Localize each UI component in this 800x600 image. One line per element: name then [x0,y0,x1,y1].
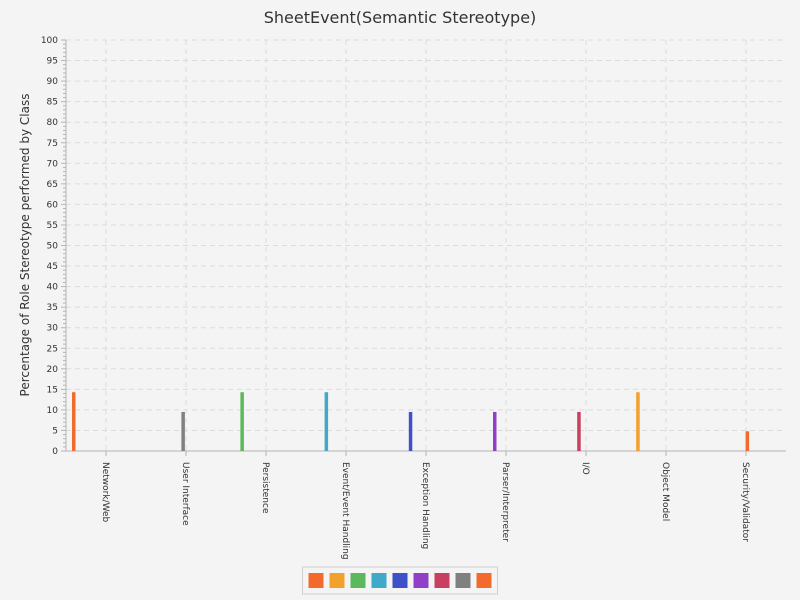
x-tick-label: Event/Event Handling [340,462,350,560]
y-tick-label: 30 [47,324,59,334]
legend [302,566,498,595]
y-tick-label: 75 [47,139,58,149]
bar [493,411,497,451]
x-tick-label: Network/Web [100,462,110,523]
x-tick-label: I/O [580,462,590,475]
y-axis-label: Percentage of Role Stereotype performed … [18,94,32,397]
y-tick-label: 40 [47,283,59,293]
bar [577,411,581,451]
x-tick-label: Exception Handling [420,462,430,549]
y-tick-label: 70 [47,159,59,169]
y-tick-label: 20 [47,365,59,375]
x-tick-label: User Interface [180,462,190,526]
chart-title: SheetEvent(Semantic Stereotype) [264,8,537,27]
y-tick-label: 85 [47,98,58,108]
y-tick-label: 90 [47,77,59,87]
axes: 0 5 10 15 20 25 30 35 40 45 50 55 60 65 70 75 80 85 90 95 10… [41,36,786,560]
grid [66,39,786,451]
legend-swatch [392,573,408,588]
y-tick-label: 25 [47,344,58,354]
y-tick-label: 45 [47,262,58,272]
bar [636,392,640,451]
bar [408,411,413,451]
bar [240,392,244,451]
legend-swatch [476,573,492,588]
x-tick-label: Persistence [260,462,270,514]
legend-swatch [455,573,471,588]
y-tick-label: 55 [47,221,58,231]
legend-swatch [350,573,366,588]
y-tick-label: 0 [52,447,58,457]
x-tick-label: Parser/Interpreter [500,462,510,542]
legend-swatch [413,573,429,588]
y-tick-label: 15 [47,385,58,395]
legend-swatch [371,573,387,588]
bar [72,392,76,451]
legend-swatch [434,573,450,588]
y-tick-label: 100 [41,36,58,46]
bar [181,411,185,451]
y-tick-label: 5 [52,426,58,436]
legend-swatch [308,573,324,588]
y-tick-label: 35 [47,303,58,313]
legend-swatch [329,573,345,588]
bar [324,392,329,451]
bar [745,431,750,451]
bars [72,392,750,451]
y-tick-label: 95 [47,57,58,67]
y-tick-label: 60 [47,200,59,210]
x-tick-label: Security/Validator [740,462,750,542]
y-tick-label: 80 [47,118,59,128]
x-tick-label: Object Model [660,462,670,521]
y-tick-label: 50 [47,242,59,252]
y-tick-label: 10 [47,406,59,416]
y-tick-label: 65 [47,180,58,190]
